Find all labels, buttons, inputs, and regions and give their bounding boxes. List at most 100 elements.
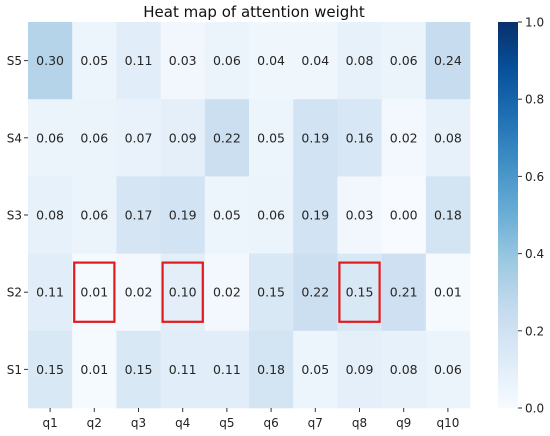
x-axis: q1 q2 q3 q4 q5 q6 q7 q8 q9 q10 (42, 408, 459, 430)
heatmap-cell (425, 22, 471, 100)
heatmap-cell (381, 176, 427, 254)
heatmap-cell (293, 176, 338, 254)
cell-value-label: 0.06 (390, 53, 418, 68)
cell-value-label: 0.18 (434, 208, 462, 223)
heatmap-cell (28, 330, 73, 409)
cell-value-label: 0.08 (346, 53, 374, 68)
colorbar-tick-label: 0.8 (525, 93, 544, 107)
colorbar-tick-label: 0.2 (525, 324, 544, 338)
cell-value-label: 0.08 (36, 208, 64, 223)
heatmap-cell (204, 330, 250, 409)
heatmap-cell (204, 22, 250, 100)
x-tick-label: q10 (436, 416, 459, 430)
heatmap-cell (249, 99, 294, 177)
x-tick-label: q7 (308, 416, 323, 430)
colorbar-tick-label: 0.0 (525, 402, 544, 416)
x-tick-label: q8 (352, 416, 367, 430)
heatmap-cell (293, 99, 338, 177)
heatmap-cell (337, 99, 382, 177)
colorbar-tick-label: 1.0 (525, 16, 544, 30)
heatmap-cell (28, 22, 73, 100)
y-tick-label: S1 (7, 363, 22, 377)
heatmap-cell (72, 99, 117, 177)
cell-value-label: 0.15 (125, 362, 153, 377)
heatmap-cell (337, 176, 382, 254)
heatmap-cell (72, 22, 117, 100)
cell-value-label: 0.07 (125, 130, 153, 145)
cell-value-label: 0.10 (169, 285, 197, 300)
cell-value-label: 0.15 (346, 285, 374, 300)
cell-value-label: 0.06 (257, 208, 285, 223)
x-tick-label: q1 (42, 416, 57, 430)
heatmap-cell (204, 253, 250, 332)
heatmap-cell (425, 253, 471, 332)
cell-value-label: 0.02 (213, 285, 241, 300)
cell-value-label: 0.01 (80, 362, 108, 377)
heatmap-cell (293, 22, 338, 100)
x-tick-label: q3 (131, 416, 146, 430)
colorbar-tick-label: 0.4 (525, 247, 544, 261)
cell-value-label: 0.15 (257, 285, 285, 300)
heatmap-values: 0.30 0.05 0.11 0.03 0.06 0.04 0.04 0.08 0.06 0.24… (36, 53, 462, 377)
chart-title: Heat map of attention weight (143, 3, 365, 21)
highlight-box (161, 261, 204, 323)
heatmap-cell (249, 22, 294, 100)
cell-value-label: 0.06 (36, 130, 64, 145)
heatmap-cell (425, 330, 471, 409)
heatmap-cell (160, 99, 206, 177)
cell-value-label: 0.06 (434, 362, 462, 377)
heatmap-cell (425, 99, 471, 177)
cell-value-label: 0.05 (80, 53, 108, 68)
heatmap-cell (72, 253, 117, 332)
heatmap-cell (204, 176, 250, 254)
heatmap-cell (72, 176, 117, 254)
cell-value-label: 0.11 (213, 362, 241, 377)
heatmap-cell (293, 253, 338, 332)
cell-value-label: 0.19 (301, 130, 329, 145)
highlight-box (73, 261, 116, 323)
x-tick-label: q4 (175, 416, 190, 430)
cell-value-label: 0.06 (80, 208, 108, 223)
heatmap-cell (249, 176, 294, 254)
cell-value-label: 0.05 (301, 362, 329, 377)
y-tick-label: S2 (7, 286, 22, 300)
cell-value-label: 0.09 (169, 130, 197, 145)
heatmap-cell (116, 253, 161, 332)
cell-value-label: 0.00 (390, 208, 418, 223)
cell-value-label: 0.03 (169, 53, 197, 68)
cell-value-label: 0.05 (213, 208, 241, 223)
cell-value-label: 0.02 (125, 285, 153, 300)
heatmap-cell (116, 99, 161, 177)
cell-value-label: 0.22 (301, 285, 329, 300)
heatmap-cell (381, 99, 427, 177)
x-tick-label: q9 (396, 416, 411, 430)
cell-value-label: 0.24 (434, 53, 462, 68)
heatmap-cell (160, 330, 206, 409)
highlight-boxes (73, 261, 381, 323)
cell-value-label: 0.11 (125, 53, 153, 68)
heatmap-cell (249, 330, 294, 409)
heatmap-cell (28, 99, 73, 177)
cell-value-label: 0.18 (257, 362, 285, 377)
highlight-box (338, 261, 381, 323)
cell-value-label: 0.11 (169, 362, 197, 377)
heatmap-cell (204, 99, 250, 177)
heatmap-cell (72, 330, 117, 409)
cell-value-label: 0.04 (301, 53, 329, 68)
colorbar-gradient (498, 22, 518, 408)
heatmap-cell (293, 330, 338, 409)
heatmap-cell (28, 253, 73, 332)
heatmap-cell (160, 22, 206, 100)
x-tick-label: q5 (219, 416, 234, 430)
cell-value-label: 0.05 (257, 130, 285, 145)
cell-value-label: 0.06 (213, 53, 241, 68)
heatmap-cell (160, 253, 206, 332)
heatmap-cell (337, 22, 382, 100)
cell-value-label: 0.22 (213, 130, 241, 145)
x-tick-label: q2 (87, 416, 102, 430)
heatmap-cell (381, 22, 427, 100)
cell-value-label: 0.21 (390, 285, 418, 300)
cell-value-label: 0.02 (390, 130, 418, 145)
colorbar: 0.0 0.2 0.4 0.6 0.8 1.0 (498, 16, 544, 416)
